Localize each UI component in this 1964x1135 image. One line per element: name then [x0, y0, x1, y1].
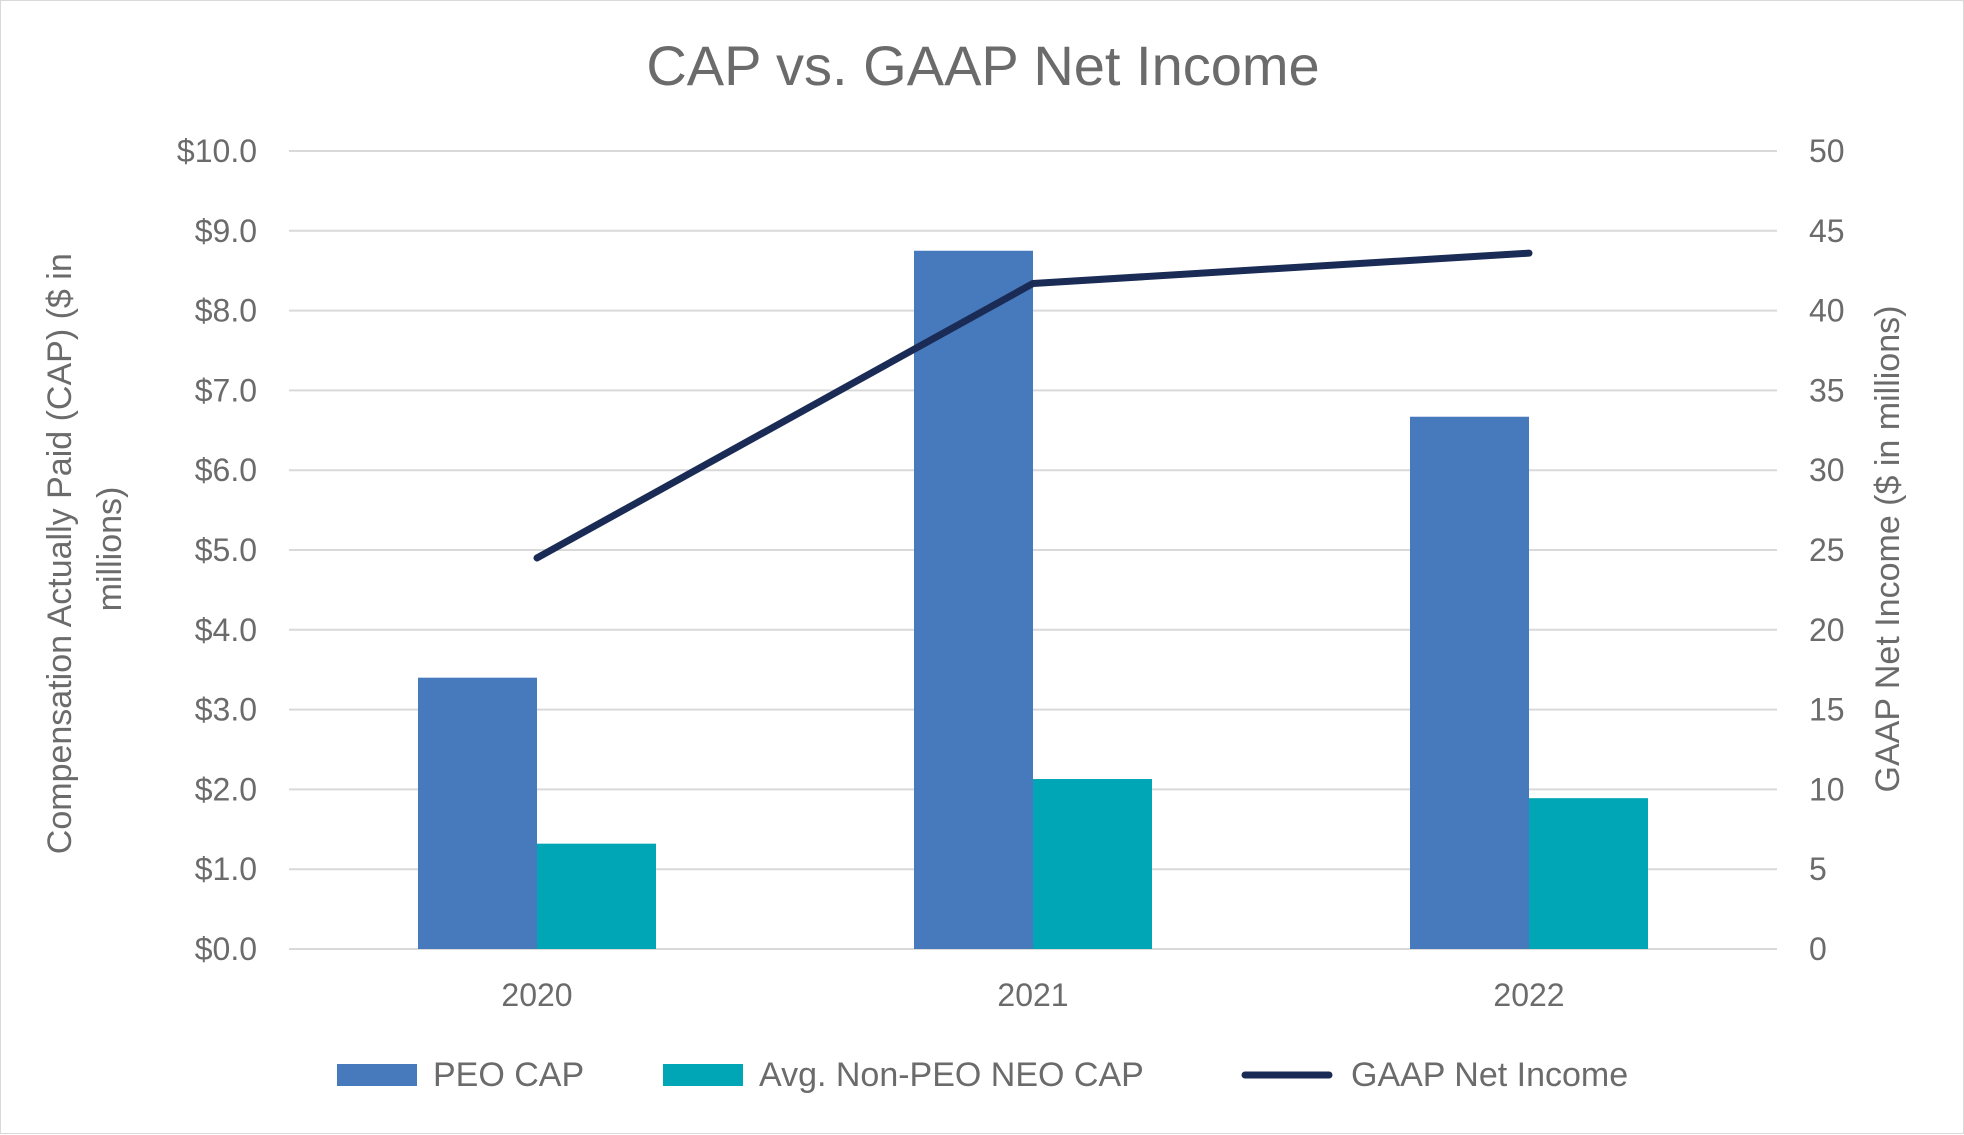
left-tick-label: $2.0	[195, 771, 257, 807]
legend-swatch-peo-cap	[337, 1064, 417, 1086]
bar-avg-non-peo-neo-cap-2021	[1033, 779, 1152, 949]
right-tick-label: 25	[1809, 532, 1845, 568]
left-tick-label: $5.0	[195, 532, 257, 568]
left-tick-label: $7.0	[195, 372, 257, 408]
legend-label-gaap-net-income: GAAP Net Income	[1351, 1056, 1628, 1094]
right-tick-label: 30	[1809, 452, 1845, 488]
left-axis-title-line-1: Compensation Actually Paid (CAP) ($ in	[41, 253, 79, 854]
right-axis-title: GAAP Net Income ($ in millions)	[1869, 306, 1907, 793]
left-axis-title: Compensation Actually Paid (CAP) ($ in m…	[41, 244, 129, 854]
legend-swatch-non-peo-neo-cap	[663, 1064, 743, 1086]
bar-avg-non-peo-neo-cap-2022	[1529, 798, 1648, 949]
left-axis-title-line-2: millions)	[91, 487, 129, 612]
legend-label-peo-cap: PEO CAP	[433, 1056, 584, 1094]
right-tick-label: 40	[1809, 293, 1845, 329]
right-tick-label: 0	[1809, 931, 1827, 967]
right-tick-label: 35	[1809, 372, 1845, 408]
bar-peo-cap-2021	[914, 250, 1033, 949]
right-tick-label: 5	[1809, 851, 1827, 887]
right-tick-label: 15	[1809, 692, 1845, 728]
left-tick-label: $9.0	[195, 213, 257, 249]
x-tick-label: 2020	[501, 977, 572, 1013]
left-tick-label: $8.0	[195, 293, 257, 329]
x-tick-label: 2022	[1493, 977, 1564, 1013]
right-tick-label: 45	[1809, 213, 1845, 249]
right-tick-label: 20	[1809, 612, 1845, 648]
left-tick-label: $10.0	[177, 133, 257, 169]
line-point-gaap-net-income-2022	[1528, 252, 1530, 254]
legend: PEO CAP Avg. Non-PEO NEO CAP GAAP Net In…	[337, 1056, 1628, 1094]
right-tick-label: 50	[1809, 133, 1845, 169]
line-point-gaap-net-income-2020	[536, 557, 538, 559]
chart-title: CAP vs. GAAP Net Income	[646, 34, 1319, 97]
left-tick-label: $3.0	[195, 692, 257, 728]
left-tick-label: $1.0	[195, 851, 257, 887]
line-point-gaap-net-income-2021	[1032, 282, 1034, 284]
bar-peo-cap-2022	[1410, 416, 1529, 949]
left-tick-label: $4.0	[195, 612, 257, 648]
legend-label-non-peo-neo-cap: Avg. Non-PEO NEO CAP	[759, 1056, 1144, 1094]
right-tick-label: 10	[1809, 771, 1845, 807]
left-tick-label: $0.0	[195, 931, 257, 967]
left-tick-label: $6.0	[195, 452, 257, 488]
bar-avg-non-peo-neo-cap-2020	[537, 843, 656, 949]
bar-peo-cap-2020	[418, 677, 537, 949]
x-tick-label: 2021	[997, 977, 1068, 1013]
